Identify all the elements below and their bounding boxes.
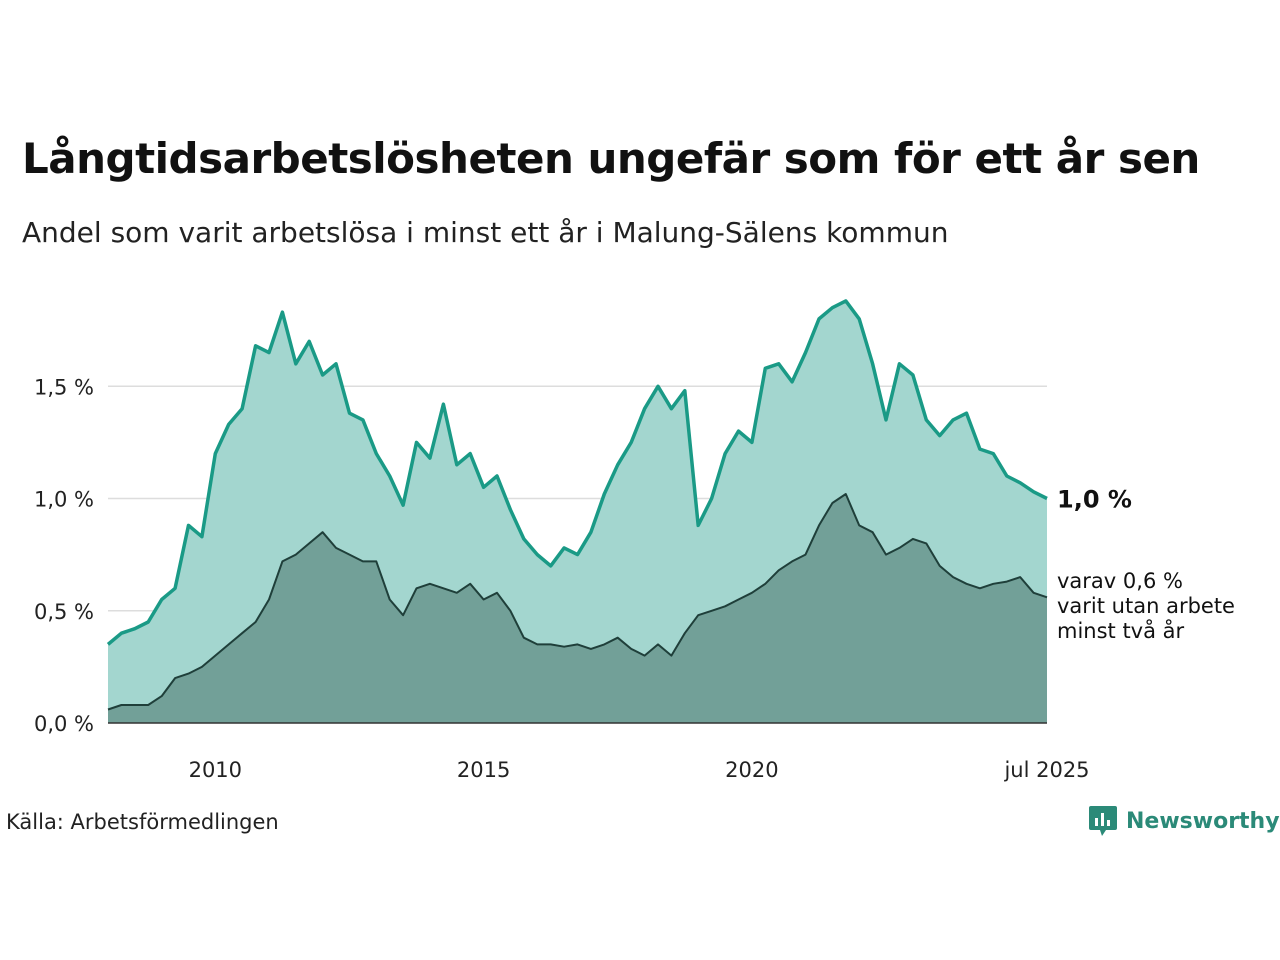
chart-subtitle: Andel som varit arbetslösa i minst ett å… <box>22 216 949 249</box>
newsworthy-logo: Newsworthy <box>1088 804 1280 838</box>
y-tick-label: 0,5 % <box>34 600 94 624</box>
newsworthy-logo-icon <box>1089 806 1117 836</box>
x-tick-label: 2015 <box>457 758 510 782</box>
series-line-2 <box>107 493 1048 711</box>
area-chart: 2010 2015 2020 jul 2025 0,0 % 0,5 % 1,0 % 1,5 … <box>34 299 1235 782</box>
end-label-series-1: 1,0 % <box>1057 486 1132 514</box>
series-line-1 <box>106 299 1048 646</box>
x-tick-label: jul 2025 <box>1003 758 1089 782</box>
y-tick-label: 1,5 % <box>34 375 94 399</box>
end-label-series-2-line: varit utan arbete <box>1057 594 1235 618</box>
y-tick-label: 1,0 % <box>34 488 94 512</box>
x-tick-label: 2010 <box>189 758 242 782</box>
y-tick-label: 0,0 % <box>34 712 94 736</box>
end-label-series-2-line: varav 0,6 % <box>1057 569 1183 593</box>
newsworthy-logo-text: Newsworthy <box>1126 808 1280 834</box>
x-tick-label: 2020 <box>725 758 778 782</box>
end-label-series-2-line: minst två år <box>1057 618 1185 643</box>
chart-title: Långtidsarbetslösheten ungefär som för e… <box>22 134 1200 183</box>
source-note: Källa: Arbetsförmedlingen <box>6 810 279 834</box>
